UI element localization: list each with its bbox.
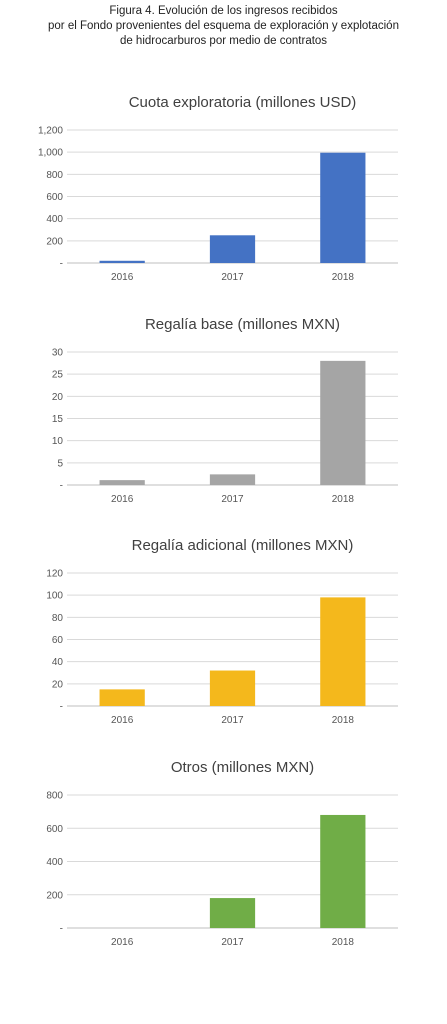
y-tick-label: 200 (46, 890, 63, 901)
bar-2018 (320, 152, 366, 263)
chart-title: Regalía adicional (millones MXN) (132, 537, 354, 554)
bar-2016 (99, 480, 145, 485)
y-tick-label: 200 (46, 236, 63, 247)
chart-otros: Otros (millones MXN) - 200 400 600 800 2016 201… (46, 759, 398, 948)
caption-line-2: por el Fondo provenientes del esquema de… (48, 20, 399, 32)
y-tick-label: 800 (46, 791, 63, 802)
y-tick-label: 80 (52, 613, 64, 624)
y-tick-label: 800 (46, 170, 63, 181)
y-tick-label: 30 (52, 348, 64, 359)
y-tick-label: 600 (46, 192, 63, 203)
x-tick-label: 2016 (111, 494, 134, 505)
y-tick-label: - (60, 702, 63, 713)
y-tick-label: 400 (46, 857, 63, 868)
y-tick-label: 40 (52, 657, 64, 668)
y-tick-label: 20 (52, 679, 64, 690)
y-tick-label: - (60, 481, 63, 492)
chart-regalia-base: Regalía base (millones MXN) - 5 10 15 20 25 30 2… (52, 316, 398, 505)
x-tick-label: 2018 (332, 937, 355, 948)
figure-caption: Figura 4. Evolución de los ingresos reci… (0, 4, 447, 49)
chart-cuota-exploratoria: Cuota exploratoria (millones USD) - 200 400… (38, 94, 398, 283)
y-tick-label: 60 (52, 635, 64, 646)
caption-line-3: de hidrocarburos por medio de contratos (119, 35, 328, 47)
x-tick-label: 2017 (221, 715, 244, 726)
x-tick-label: 2018 (332, 715, 355, 726)
y-tick-label: 1,200 (38, 126, 63, 137)
y-tick-label: - (60, 259, 63, 270)
bar-2016 (99, 260, 145, 263)
y-tick-label: 1,000 (38, 148, 63, 159)
caption-line-1: Figura 4. Evolución de los ingresos reci… (109, 5, 338, 17)
chart-title: Otros (millones MXN) (171, 759, 314, 776)
x-tick-label: 2018 (332, 272, 355, 283)
bar-2018 (320, 814, 366, 928)
bar-2018 (320, 360, 366, 485)
y-tick-label: 120 (46, 569, 63, 580)
y-tick-label: 10 (52, 436, 64, 447)
x-tick-label: 2017 (221, 494, 244, 505)
y-tick-label: 100 (46, 591, 63, 602)
bar-2016 (99, 689, 145, 706)
y-tick-label: 400 (46, 214, 63, 225)
bar-2017 (209, 898, 256, 928)
x-tick-label: 2018 (332, 494, 355, 505)
bar-2018 (320, 597, 366, 706)
y-tick-label: 5 (57, 458, 63, 469)
chart-regalia-adicional: Regalía adicional (millones MXN) - 20 40 60 8… (46, 537, 398, 726)
y-tick-label: 20 (52, 392, 64, 403)
chart-title: Cuota exploratoria (millones USD) (129, 94, 357, 111)
x-tick-label: 2016 (111, 715, 134, 726)
bar-2017 (209, 474, 256, 485)
x-tick-label: 2017 (221, 272, 244, 283)
chart-title: Regalía base (millones MXN) (145, 316, 340, 333)
y-tick-label: 15 (52, 414, 64, 425)
bar-2017 (209, 235, 256, 263)
y-tick-label: - (60, 924, 63, 935)
x-tick-label: 2017 (221, 937, 244, 948)
x-tick-label: 2016 (111, 937, 134, 948)
x-tick-label: 2016 (111, 272, 134, 283)
y-tick-label: 600 (46, 824, 63, 835)
bar-2017 (209, 670, 256, 706)
y-tick-label: 25 (52, 370, 64, 381)
